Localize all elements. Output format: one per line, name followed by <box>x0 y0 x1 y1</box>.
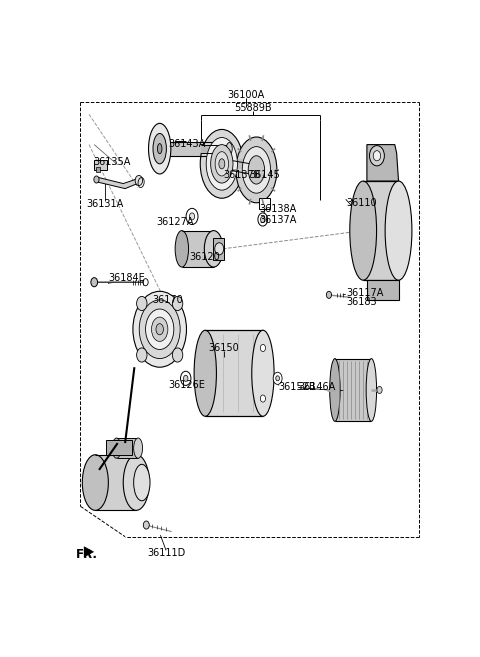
Bar <box>96 167 100 172</box>
Circle shape <box>144 521 149 529</box>
Circle shape <box>143 279 148 286</box>
Text: 36150: 36150 <box>208 343 239 353</box>
Circle shape <box>135 175 143 185</box>
Text: 36152B: 36152B <box>279 382 316 392</box>
Ellipse shape <box>194 330 216 417</box>
Ellipse shape <box>133 291 186 367</box>
Circle shape <box>186 208 198 225</box>
Circle shape <box>137 348 147 362</box>
Circle shape <box>172 296 183 311</box>
Circle shape <box>258 213 267 226</box>
Ellipse shape <box>148 124 171 174</box>
Ellipse shape <box>112 438 121 459</box>
Text: 36138A: 36138A <box>259 204 296 214</box>
Text: 36137B: 36137B <box>224 170 261 180</box>
Polygon shape <box>335 359 372 421</box>
Text: FR.: FR. <box>76 548 97 561</box>
Polygon shape <box>205 330 263 417</box>
Circle shape <box>276 376 279 381</box>
Circle shape <box>373 150 381 161</box>
Text: 36184E: 36184E <box>108 273 145 283</box>
Circle shape <box>261 216 265 223</box>
Ellipse shape <box>175 231 189 267</box>
Ellipse shape <box>330 359 340 421</box>
Ellipse shape <box>156 324 163 335</box>
Bar <box>106 440 132 455</box>
Text: 55889B: 55889B <box>235 103 272 113</box>
Ellipse shape <box>145 309 174 350</box>
Ellipse shape <box>252 330 274 417</box>
Polygon shape <box>117 438 138 459</box>
Ellipse shape <box>157 144 162 154</box>
Ellipse shape <box>206 137 238 190</box>
Text: 36127A: 36127A <box>156 217 194 227</box>
Polygon shape <box>84 547 94 557</box>
Text: 36126E: 36126E <box>168 380 205 390</box>
Polygon shape <box>170 141 218 156</box>
Polygon shape <box>363 181 398 280</box>
Bar <box>213 238 224 260</box>
Circle shape <box>326 291 332 298</box>
Ellipse shape <box>215 152 228 176</box>
Text: 36145: 36145 <box>250 170 280 180</box>
Polygon shape <box>96 177 140 189</box>
Circle shape <box>91 278 97 286</box>
Text: 36100A: 36100A <box>228 90 264 100</box>
Text: 36111D: 36111D <box>147 549 185 558</box>
Ellipse shape <box>366 359 377 421</box>
Circle shape <box>180 371 191 386</box>
Circle shape <box>137 296 147 311</box>
Circle shape <box>260 395 265 402</box>
Ellipse shape <box>152 317 168 342</box>
Polygon shape <box>202 145 229 152</box>
Ellipse shape <box>123 455 149 510</box>
Ellipse shape <box>83 455 108 510</box>
Bar <box>94 160 107 170</box>
Circle shape <box>94 176 99 183</box>
Polygon shape <box>367 145 398 181</box>
Circle shape <box>183 375 188 381</box>
Text: 36135A: 36135A <box>94 157 131 168</box>
Bar <box>259 198 270 210</box>
Polygon shape <box>96 455 136 510</box>
Text: 36143A: 36143A <box>168 139 205 148</box>
Text: 36131A: 36131A <box>86 199 123 210</box>
Ellipse shape <box>226 143 232 155</box>
Ellipse shape <box>350 181 377 280</box>
Text: 36117A: 36117A <box>347 288 384 298</box>
Polygon shape <box>222 159 256 169</box>
Ellipse shape <box>139 300 180 359</box>
Text: 36146A: 36146A <box>298 382 336 392</box>
Ellipse shape <box>236 137 277 203</box>
Ellipse shape <box>219 159 225 169</box>
Ellipse shape <box>133 464 150 501</box>
Text: 36120: 36120 <box>190 252 220 262</box>
Circle shape <box>377 386 382 394</box>
Circle shape <box>190 213 195 220</box>
Ellipse shape <box>204 231 223 267</box>
Ellipse shape <box>133 438 143 459</box>
Polygon shape <box>182 231 214 267</box>
Circle shape <box>172 348 183 362</box>
Text: 36110: 36110 <box>347 198 377 208</box>
Ellipse shape <box>242 147 271 193</box>
Text: 36137A: 36137A <box>259 215 296 225</box>
Circle shape <box>273 373 282 384</box>
Ellipse shape <box>211 145 233 183</box>
Ellipse shape <box>153 133 167 164</box>
Text: 36170: 36170 <box>153 296 183 306</box>
Ellipse shape <box>248 156 264 184</box>
Ellipse shape <box>385 181 412 280</box>
Circle shape <box>260 344 265 351</box>
Circle shape <box>370 146 384 166</box>
Circle shape <box>215 242 224 255</box>
Polygon shape <box>367 280 398 300</box>
Ellipse shape <box>200 129 243 198</box>
Text: 36183: 36183 <box>347 298 377 307</box>
